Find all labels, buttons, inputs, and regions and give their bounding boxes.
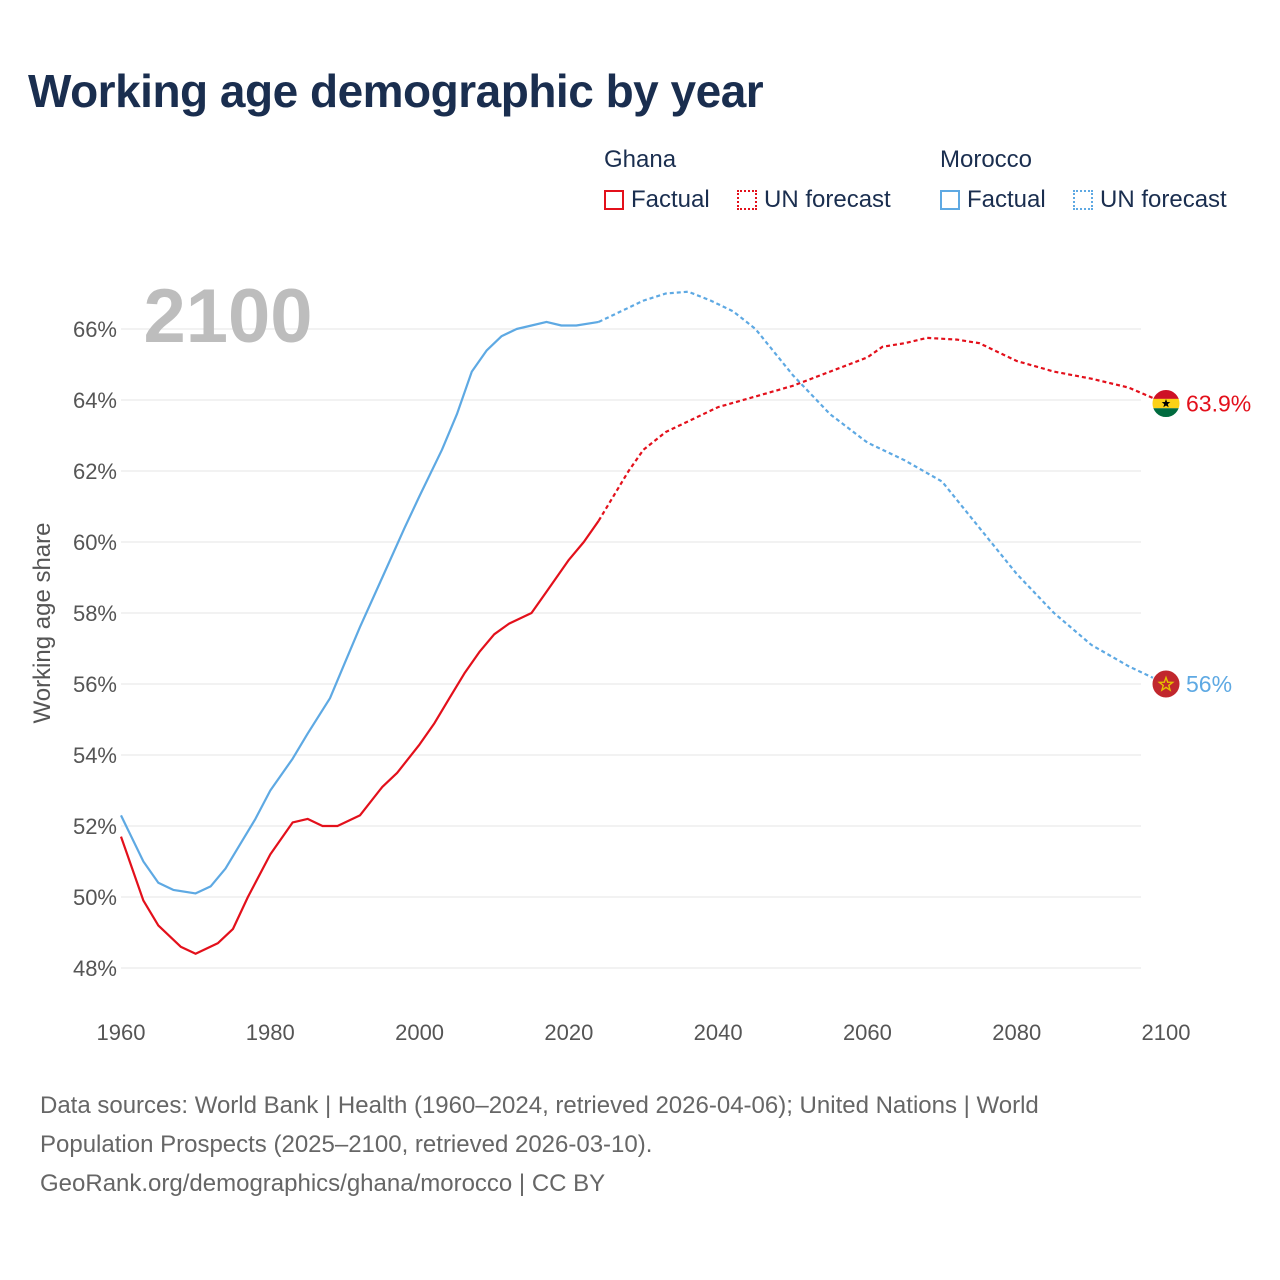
x-tick-label: 2020	[544, 1020, 593, 1045]
y-tick-label: 56%	[73, 672, 117, 697]
x-tick-label: 1980	[246, 1020, 295, 1045]
year-watermark: 2100	[143, 274, 312, 359]
solid-swatch-icon	[604, 190, 624, 210]
legend-group-name: Ghana	[604, 146, 677, 173]
y-tick-label: 54%	[73, 743, 117, 768]
chart-title: Working age demographic by year	[28, 65, 764, 117]
ghana-flag-icon	[1151, 389, 1181, 419]
x-tick-label: 2000	[395, 1020, 444, 1045]
series-line-morocco-factual	[120, 320, 599, 895]
y-axis-ticks: 48% 50% 52% 54% 56% 58% 60% 62% 64% 66%	[73, 317, 117, 981]
series-lines	[119, 290, 1167, 955]
legend-item-morocco-factual[interactable]: Factual	[940, 186, 1046, 214]
legend-group-morocco: Morocco Factual UN forecast	[940, 146, 1260, 220]
series-line-ghana-forecast	[597, 336, 1167, 522]
y-tick-label: 64%	[73, 388, 117, 413]
legend-item-morocco-forecast[interactable]: UN forecast	[1073, 186, 1227, 214]
series-end-markers: 63.9% 56%	[1151, 389, 1251, 699]
x-tick-label: 2060	[843, 1020, 892, 1045]
legend-item-label: Factual	[967, 186, 1046, 213]
y-tick-label: 62%	[73, 459, 117, 484]
solid-swatch-icon	[940, 190, 960, 210]
footer-line: Data sources: World Bank | Health (1960–…	[40, 1092, 1039, 1119]
legend-item-label: Factual	[631, 186, 710, 213]
y-tick-label: 48%	[73, 956, 117, 981]
y-axis-label: Working age share	[29, 523, 56, 724]
legend-group-name: Morocco	[940, 146, 1033, 173]
series-end-label: 56%	[1186, 671, 1232, 697]
legend-item-label: UN forecast	[764, 186, 891, 213]
legend-group-ghana: Ghana Factual UN forecast	[604, 146, 914, 220]
x-axis-ticks: 1960 1980 2000 2020 2040 2060 2080 2100	[97, 1020, 1191, 1045]
footer-line: Population Prospects (2025–2100, retriev…	[40, 1131, 653, 1158]
grid-lines	[121, 328, 1141, 969]
dotted-swatch-icon	[1073, 190, 1093, 210]
legend-item-ghana-factual[interactable]: Factual	[604, 186, 710, 214]
legend-item-ghana-forecast[interactable]: UN forecast	[737, 186, 891, 214]
x-tick-label: 1960	[97, 1020, 146, 1045]
y-tick-label: 66%	[73, 317, 117, 342]
y-tick-label: 52%	[73, 814, 117, 839]
line-chart: 2100 48% 50% 52% 54% 56% 58% 60% 62% 64% 66% 1960…	[29, 274, 1251, 1045]
series-end-label: 63.9%	[1186, 391, 1251, 417]
y-tick-label: 60%	[73, 530, 117, 555]
series-line-ghana-factual	[119, 520, 600, 955]
legend-item-label: UN forecast	[1100, 186, 1227, 213]
x-tick-label: 2040	[694, 1020, 743, 1045]
morocco-flag-icon	[1151, 669, 1181, 699]
y-tick-label: 50%	[73, 885, 117, 910]
footer-line: GeoRank.org/demographics/ghana/morocco |…	[40, 1170, 606, 1197]
y-tick-label: 58%	[73, 601, 117, 626]
x-tick-label: 2100	[1142, 1020, 1191, 1045]
data-source-footer: Data sources: World Bank | Health (1960–…	[40, 1086, 1190, 1203]
series-line-morocco-forecast	[598, 290, 1167, 685]
dotted-swatch-icon	[737, 190, 757, 210]
x-tick-label: 2080	[992, 1020, 1041, 1045]
